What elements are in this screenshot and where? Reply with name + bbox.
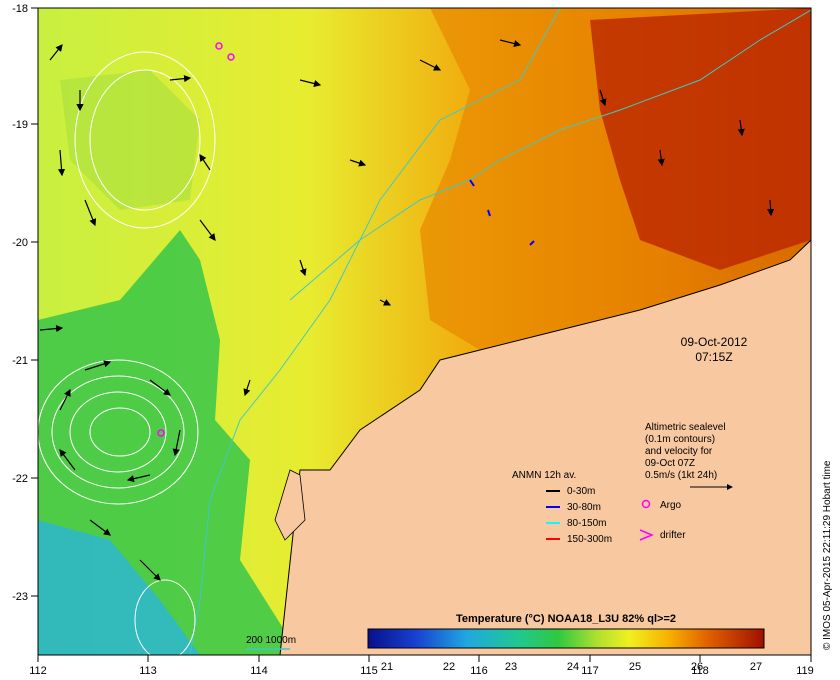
drifter-label: drifter	[660, 530, 686, 541]
land-mass	[279, 239, 811, 655]
altimetry-line: (0.1m contours)	[645, 434, 715, 445]
x-tick-label: 113	[139, 665, 157, 677]
y-tick-label: -22	[12, 473, 28, 485]
map-plot-area	[38, 8, 811, 655]
y-tick-label: -19	[12, 119, 28, 131]
velocity-arrows	[39, 39, 775, 581]
colorbar-tick: 22	[443, 661, 455, 673]
drifter-icon	[639, 529, 654, 541]
anmn-label: 0-30m	[567, 486, 595, 497]
argo-label: Argo	[660, 500, 682, 511]
argo-icon	[641, 499, 651, 509]
argo-marker	[227, 53, 235, 61]
colorbar-tick: 26	[691, 661, 703, 673]
peninsula	[274, 469, 306, 541]
anmn-arrow	[469, 179, 475, 187]
x-tick-label: 119	[796, 665, 814, 677]
anmn-legend: ANMN 12h av. 0-30m 30-80m 80-150m 150-30…	[512, 470, 612, 545]
x-tick-label: 117	[581, 665, 599, 677]
colorbar-ramp	[367, 628, 765, 649]
cold-water	[38, 520, 200, 655]
altimetry-line: 0.5m/s (1kt 24h)	[645, 470, 717, 481]
y-tick-label: -23	[12, 591, 28, 603]
x-tick-label: 116	[470, 665, 488, 677]
x-tick-label: 114	[250, 665, 268, 677]
anmn-title: ANMN 12h av.	[512, 470, 576, 481]
bathymetry-label: 200 1000m	[246, 635, 296, 646]
plot-frame	[37, 7, 812, 656]
contour-200m	[189, 8, 561, 655]
map-date: 09-Oct-2012	[681, 335, 748, 349]
argo-marker	[215, 42, 223, 50]
altimetry-line: and velocity for	[645, 446, 713, 457]
colorbar-tick: 27	[750, 661, 762, 673]
x-tick-label: 115	[360, 665, 378, 677]
colorbar-tick: 24	[567, 661, 579, 673]
altimetry-note: Altimetric sealevel (0.1m contours) and …	[645, 422, 733, 490]
argo-marker	[157, 429, 165, 437]
map-time: 07:15Z	[695, 350, 732, 364]
contour-1000m	[289, 9, 811, 301]
x-tick-label: 112	[29, 665, 47, 677]
marker-legend: Argo drifter	[639, 499, 686, 541]
y-tick-label: -18	[12, 3, 28, 15]
mid-water	[60, 70, 200, 210]
anmn-arrow	[529, 240, 535, 246]
y-tick-label: -21	[12, 355, 28, 367]
altimetry-line: Altimetric sealevel	[645, 422, 726, 433]
y-tick-label: -20	[12, 237, 28, 249]
altimetry-line: 09-Oct 07Z	[645, 458, 695, 469]
colorbar-tick: 25	[629, 661, 641, 673]
axis-ticks	[31, 7, 812, 662]
x-tick-labels: 112 113 114 115 116 117 118 119	[29, 665, 814, 677]
y-tick-labels: -18 -19 -20 -21 -22 -23	[12, 3, 28, 603]
anmn-label: 80-150m	[567, 518, 606, 529]
x-tick-label: 118	[691, 665, 709, 677]
colorbar-tick: 21	[381, 661, 393, 673]
anmn-arrow	[487, 209, 491, 217]
colorbar: Temperature (°C) NOAA18_L3U 82% ql>=2 21…	[367, 613, 765, 673]
colorbar-title: Temperature (°C) NOAA18_L3U 82% ql>=2	[456, 613, 676, 625]
credit-text: © IMOS 05-Apr-2015 22:11:29 Hobart time	[822, 460, 833, 650]
anmn-label: 150-300m	[567, 534, 612, 545]
colorbar-tick: 23	[505, 661, 517, 673]
sealevel-contours	[38, 51, 216, 655]
anmn-label: 30-80m	[567, 502, 601, 513]
hot-water	[590, 8, 811, 270]
